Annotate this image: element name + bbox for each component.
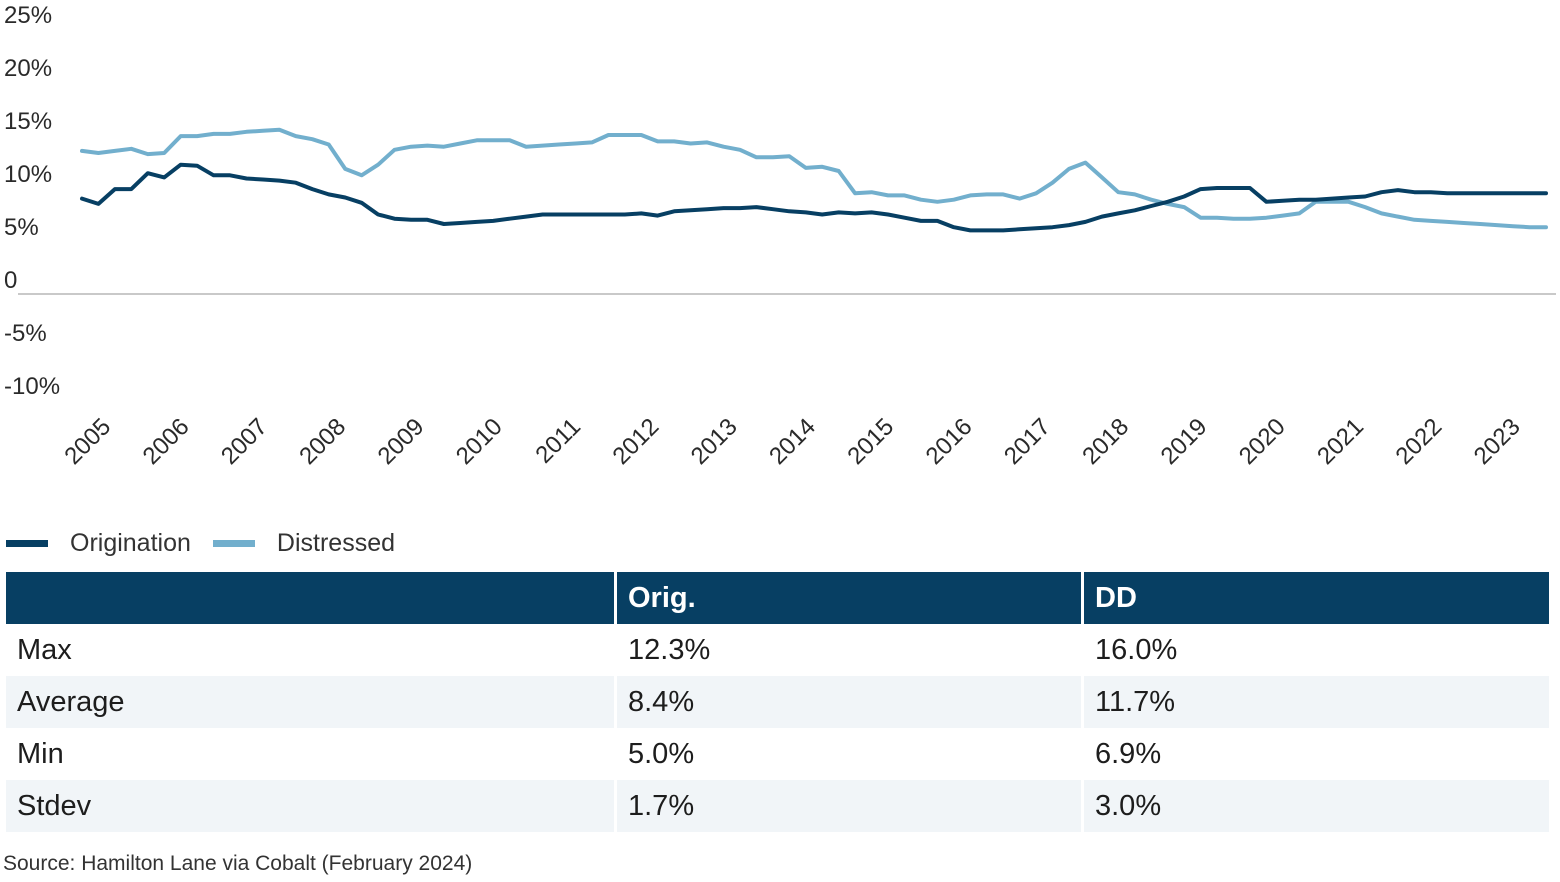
legend: Origination Distressed bbox=[6, 528, 417, 558]
legend-label-distressed: Distressed bbox=[276, 528, 395, 557]
stats-table: Orig. DD Max 12.3% 16.0% Average 8.4% 11… bbox=[6, 572, 1549, 832]
x-tick-label: 2013 bbox=[686, 413, 743, 470]
row-label-average: Average bbox=[6, 676, 614, 728]
row-label-stdev: Stdev bbox=[6, 780, 614, 832]
line-chart: 25%20%15%10%5%0-5%-10% 2005 2006 2007 2008 2… bbox=[4, 2, 1556, 470]
y-tick-label: 10% bbox=[4, 161, 52, 188]
row-label-max: Max bbox=[17, 633, 72, 666]
series-line-distressed bbox=[80, 127, 1548, 230]
source-note: Source: Hamilton Lane via Cobalt (Februa… bbox=[3, 852, 473, 875]
y-tick-label: 15% bbox=[4, 108, 52, 135]
legend-swatch-distressed bbox=[212, 539, 255, 547]
cell-orig-min: 5.0% bbox=[614, 728, 1081, 780]
x-tick-label: 2014 bbox=[764, 413, 821, 470]
x-tick-label: 2011 bbox=[530, 413, 586, 469]
x-tick-label: 2010 bbox=[451, 413, 508, 470]
cell-dd-average: 11.7% bbox=[1081, 676, 1549, 728]
y-tick-label: -10% bbox=[4, 373, 60, 400]
table-row: Max 12.3% 16.0% bbox=[6, 624, 1549, 676]
y-tick-label: 5% bbox=[4, 214, 39, 241]
cell-dd-min: 6.9% bbox=[1081, 728, 1549, 780]
x-tick-label: 2008 bbox=[294, 413, 351, 470]
legend-item-origination: Origination bbox=[6, 529, 191, 558]
series-line-origination bbox=[80, 162, 1548, 233]
x-tick-label: 2012 bbox=[607, 413, 664, 470]
x-tick-label: 2022 bbox=[1390, 413, 1447, 470]
row-label-min: Min bbox=[17, 737, 64, 770]
y-axis-labels: 25% 20% 15% 10% 5% 0 -5% -10% bbox=[4, 2, 60, 400]
x-tick-label: 2019 bbox=[1156, 413, 1213, 470]
x-tick-label: 2021 bbox=[1312, 413, 1369, 470]
x-tick-label: 2015 bbox=[842, 413, 899, 470]
x-axis-labels: 2005 2006 2007 2008 2009 2010 2011 2012 2013 2014… bbox=[59, 413, 1525, 470]
x-tick-label: 2007 bbox=[216, 413, 273, 470]
x-tick-label: 2018 bbox=[1077, 413, 1134, 470]
x-tick-label: 2023 bbox=[1469, 413, 1526, 470]
y-tick-label: -5% bbox=[4, 320, 47, 347]
x-tick-label: 2009 bbox=[373, 413, 430, 470]
x-tick-label: 2016 bbox=[921, 413, 978, 470]
cell-dd-stdev: 3.0% bbox=[1081, 780, 1549, 832]
legend-label-origination: Origination bbox=[70, 528, 191, 557]
cell-dd-max: 16.0% bbox=[1081, 624, 1549, 676]
cell-orig-max: 12.3% bbox=[614, 624, 1081, 676]
x-tick-label: 2005 bbox=[59, 413, 116, 470]
table-header-orig: Orig. bbox=[614, 572, 1081, 624]
x-tick-label: 2006 bbox=[138, 413, 195, 470]
legend-swatch-origination bbox=[6, 539, 48, 547]
legend-item-distressed: Distressed bbox=[212, 528, 395, 558]
cell-orig-stdev: 1.7% bbox=[614, 780, 1081, 832]
y-tick-label: 20% bbox=[4, 55, 52, 82]
table-header-row: Orig. DD bbox=[6, 572, 1549, 624]
table-row: Stdev 1.7% 3.0% bbox=[6, 780, 1549, 832]
table-header-blank bbox=[6, 572, 614, 624]
series-lines bbox=[80, 127, 1548, 233]
x-tick-label: 2020 bbox=[1234, 413, 1291, 470]
x-tick-label: 2017 bbox=[999, 413, 1056, 470]
y-tick-label: 25% bbox=[4, 2, 52, 29]
table-header-dd: DD bbox=[1081, 572, 1549, 624]
cell-orig-average: 8.4% bbox=[614, 676, 1081, 728]
y-tick-label: 0 bbox=[4, 267, 17, 294]
table-row: Average 8.4% 11.7% bbox=[6, 676, 1549, 728]
table-row: Min 5.0% 6.9% bbox=[6, 728, 1549, 780]
